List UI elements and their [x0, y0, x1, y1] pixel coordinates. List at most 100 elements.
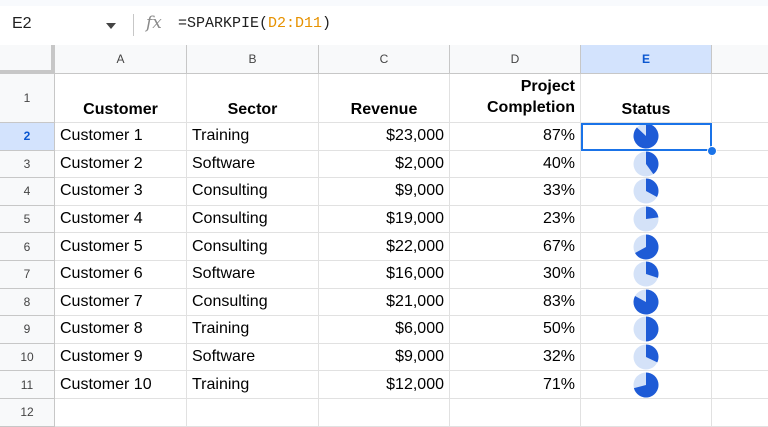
cell-customer[interactable]: Customer 1: [55, 123, 187, 151]
cell-status[interactable]: [581, 399, 712, 427]
cell-revenue[interactable]: $16,000: [319, 261, 450, 289]
column-header-a[interactable]: A: [55, 45, 187, 74]
cell-customer[interactable]: Customer 2: [55, 150, 187, 179]
cell-status[interactable]: [581, 178, 712, 206]
cell-completion[interactable]: 40%: [450, 150, 581, 179]
header-completion-line2: Completion: [487, 99, 575, 116]
row-header-1[interactable]: 1: [0, 74, 55, 123]
row-header-7[interactable]: 7: [0, 261, 55, 289]
cell-completion[interactable]: 33%: [450, 178, 581, 206]
cell-sector[interactable]: Consulting: [187, 205, 319, 234]
row-header-10[interactable]: 10: [0, 343, 55, 372]
row-header-3[interactable]: 3: [0, 150, 55, 179]
cell-status[interactable]: [581, 123, 712, 151]
pie-slice: [646, 261, 659, 279]
header-sector[interactable]: Sector: [187, 74, 319, 123]
cell-customer[interactable]: Customer 8: [55, 316, 187, 344]
cell-f[interactable]: [712, 206, 768, 234]
cell-completion[interactable]: 87%: [450, 123, 581, 151]
cell-revenue[interactable]: $22,000: [319, 233, 450, 261]
column-header-e[interactable]: E: [581, 45, 712, 74]
cell-customer[interactable]: Customer 9: [55, 343, 187, 372]
cell-customer[interactable]: [55, 399, 187, 427]
cell-f[interactable]: [712, 151, 768, 179]
cell-status[interactable]: [581, 316, 712, 344]
cell-revenue[interactable]: $9,000: [319, 343, 450, 372]
cell-f[interactable]: [712, 316, 768, 344]
row-header-4[interactable]: 4: [0, 178, 55, 206]
cell-revenue[interactable]: $21,000: [319, 288, 450, 317]
row-header-11[interactable]: 11: [0, 371, 55, 399]
cell-f1[interactable]: [712, 74, 768, 123]
row-header-2[interactable]: 2: [0, 123, 55, 151]
column-header-d[interactable]: D: [450, 45, 581, 74]
row-header-12[interactable]: 12: [0, 399, 55, 427]
cell-completion[interactable]: 23%: [450, 205, 581, 234]
cell-f[interactable]: [712, 344, 768, 372]
cell-status[interactable]: [581, 150, 712, 179]
cell-sector[interactable]: [187, 399, 319, 427]
cell-f[interactable]: [712, 178, 768, 206]
cell-revenue[interactable]: $6,000: [319, 316, 450, 344]
cell-customer[interactable]: Customer 10: [55, 371, 187, 399]
cell-customer[interactable]: Customer 4: [55, 205, 187, 234]
cell-status[interactable]: [581, 371, 712, 399]
cell-completion[interactable]: [450, 399, 581, 427]
cell-revenue[interactable]: $2,000: [319, 150, 450, 179]
cell-status[interactable]: [581, 288, 712, 317]
cell-sector[interactable]: Software: [187, 261, 319, 289]
cell-sector[interactable]: Consulting: [187, 233, 319, 261]
cell-customer[interactable]: Customer 7: [55, 288, 187, 317]
cell-sector[interactable]: Training: [187, 123, 319, 151]
cell-completion[interactable]: 30%: [450, 261, 581, 289]
column-header-c[interactable]: C: [319, 45, 450, 74]
cell-completion[interactable]: 50%: [450, 316, 581, 344]
cell-revenue[interactable]: $19,000: [319, 205, 450, 234]
header-customer[interactable]: Customer: [55, 74, 187, 123]
cell-revenue[interactable]: $9,000: [319, 178, 450, 206]
column-header-f[interactable]: [712, 45, 768, 74]
formula-input[interactable]: =SPARKPIE(D2:D11): [178, 15, 331, 32]
row-header-9[interactable]: 9: [0, 316, 55, 344]
cell-customer[interactable]: Customer 3: [55, 178, 187, 206]
cell-status[interactable]: [581, 205, 712, 234]
cell-revenue[interactable]: $23,000: [319, 123, 450, 151]
cell-f[interactable]: [712, 371, 768, 399]
pie-slice: [646, 206, 659, 220]
cell-f[interactable]: [712, 261, 768, 289]
cell-f[interactable]: [712, 123, 768, 151]
cell-sector[interactable]: Software: [187, 150, 319, 179]
column-header-b[interactable]: B: [187, 45, 319, 74]
select-all-corner[interactable]: [0, 45, 55, 74]
cell-status[interactable]: [581, 261, 712, 289]
name-box[interactable]: E2: [12, 15, 32, 32]
cell-completion[interactable]: 32%: [450, 343, 581, 372]
cell-status[interactable]: [581, 343, 712, 372]
cell-sector[interactable]: Software: [187, 343, 319, 372]
row-header-5[interactable]: 5: [0, 205, 55, 234]
status-pie-chart: [633, 151, 659, 177]
cell-customer[interactable]: Customer 6: [55, 261, 187, 289]
cell-completion[interactable]: 71%: [450, 371, 581, 399]
pie-slice: [646, 316, 659, 342]
cell-completion[interactable]: 67%: [450, 233, 581, 261]
cell-f[interactable]: [712, 289, 768, 317]
cell-completion[interactable]: 83%: [450, 288, 581, 317]
row-header-6[interactable]: 6: [0, 233, 55, 261]
cell-sector[interactable]: Consulting: [187, 288, 319, 317]
cell-sector[interactable]: Consulting: [187, 178, 319, 206]
cell-sector[interactable]: Training: [187, 371, 319, 399]
fill-handle[interactable]: [707, 146, 717, 156]
cell-status[interactable]: [581, 233, 712, 261]
cell-customer[interactable]: Customer 5: [55, 233, 187, 261]
header-revenue[interactable]: Revenue: [319, 74, 450, 123]
row-header-8[interactable]: 8: [0, 288, 55, 317]
cell-sector[interactable]: Training: [187, 316, 319, 344]
cell-f[interactable]: [712, 399, 768, 427]
cell-f[interactable]: [712, 233, 768, 261]
header-status[interactable]: Status: [581, 74, 712, 123]
name-box-dropdown-icon[interactable]: [106, 23, 116, 29]
cell-revenue[interactable]: [319, 399, 450, 427]
header-project-completion[interactable]: Project Completion: [450, 74, 581, 123]
cell-revenue[interactable]: $12,000: [319, 371, 450, 399]
